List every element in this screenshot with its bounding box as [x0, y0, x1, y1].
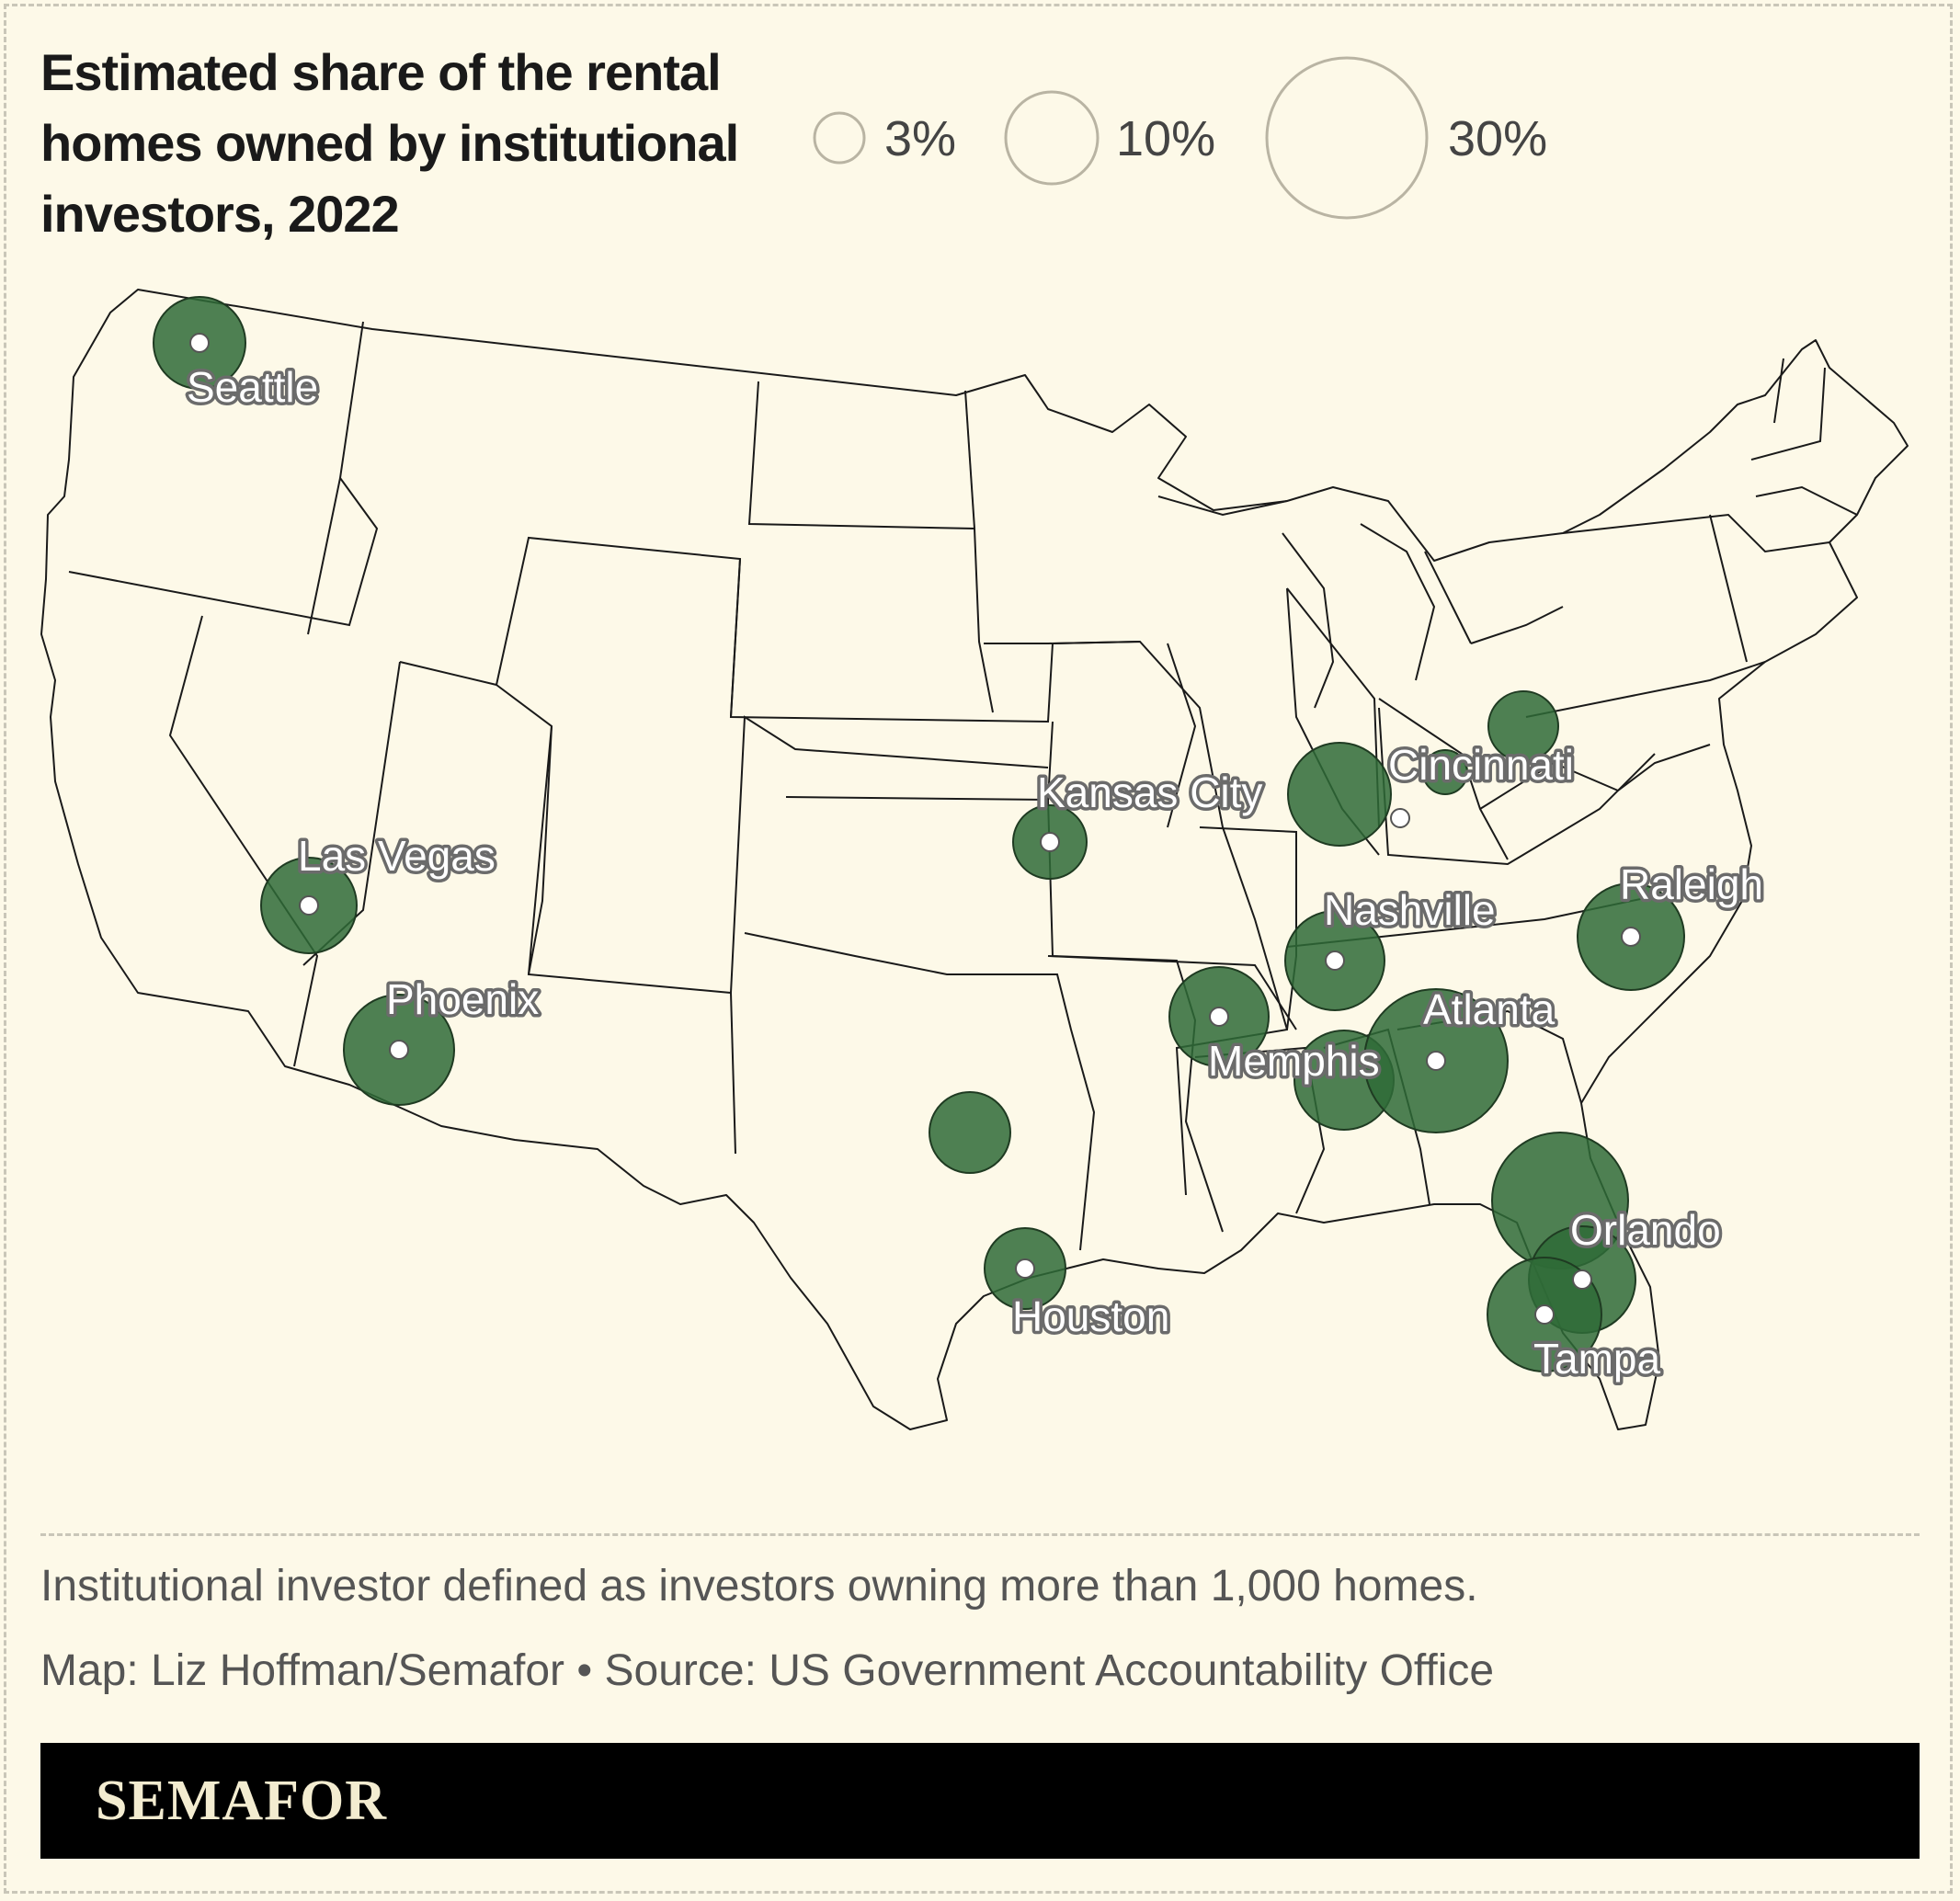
size-legend	[813, 56, 1429, 220]
source-credit: Map: Liz Hoffman/Semafor • Source: US Go…	[40, 1646, 1495, 1695]
label-atlanta: Atlanta	[1423, 985, 1555, 1033]
bubble-indianapolis	[1287, 742, 1392, 847]
dot-houston	[1015, 1258, 1035, 1279]
dot-louisville	[1390, 808, 1410, 828]
city-labels: Seattle Las Vegas Phoenix Kansas City Ho…	[184, 360, 1767, 1386]
city-dots	[189, 333, 1641, 1325]
label-houston: Houston	[1012, 1292, 1169, 1340]
dot-nashville	[1325, 950, 1345, 971]
label-raleigh: Raleigh	[1620, 860, 1763, 908]
bubble-columbus	[1487, 690, 1559, 762]
legend-label-30: 30%	[1448, 111, 1548, 166]
dot-las-vegas	[299, 895, 319, 916]
us-map: Seattle Las Vegas Phoenix Kansas City Ho…	[40, 56, 1909, 1430]
legend-circle-10	[1004, 90, 1100, 186]
label-memphis: Memphis	[1208, 1037, 1380, 1085]
label-las-vegas: Las Vegas	[298, 832, 496, 880]
dot-atlanta	[1426, 1051, 1446, 1071]
label-phoenix: Phoenix	[386, 975, 539, 1023]
dot-seattle	[189, 333, 210, 353]
label-cincinnati: Cincinnati	[1388, 741, 1574, 789]
legend-label-3: 3%	[884, 111, 957, 166]
dot-raleigh	[1621, 927, 1641, 947]
label-tampa: Tampa	[1533, 1335, 1660, 1383]
bubble-cincinnati	[1422, 749, 1468, 795]
chart-title: Estimated share of the rental homes owne…	[40, 43, 739, 243]
dot-phoenix	[389, 1040, 409, 1060]
divider	[40, 1533, 1920, 1536]
label-seattle: Seattle	[187, 363, 318, 411]
footer-bar: SEMAFOR	[40, 1743, 1920, 1859]
label-nashville: Nashville	[1324, 886, 1496, 934]
dot-orlando	[1572, 1269, 1592, 1290]
legend-label-10: 10%	[1116, 111, 1216, 166]
dot-kansas-city	[1040, 832, 1060, 852]
bubble-dallas	[929, 1091, 1011, 1174]
legend-circle-3	[813, 111, 866, 165]
label-kansas-city: Kansas City	[1037, 768, 1262, 816]
label-orlando: Orlando	[1570, 1206, 1721, 1254]
chart-frame	[4, 4, 1953, 1894]
great-lakes	[1157, 495, 1564, 709]
dot-memphis	[1209, 1007, 1229, 1027]
us-outline	[40, 289, 1909, 1430]
legend-circle-30	[1265, 56, 1429, 220]
definition-note: Institutional investor defined as invest…	[40, 1562, 1478, 1611]
semafor-logo: SEMAFOR	[96, 1770, 387, 1832]
dot-tampa	[1534, 1304, 1555, 1325]
